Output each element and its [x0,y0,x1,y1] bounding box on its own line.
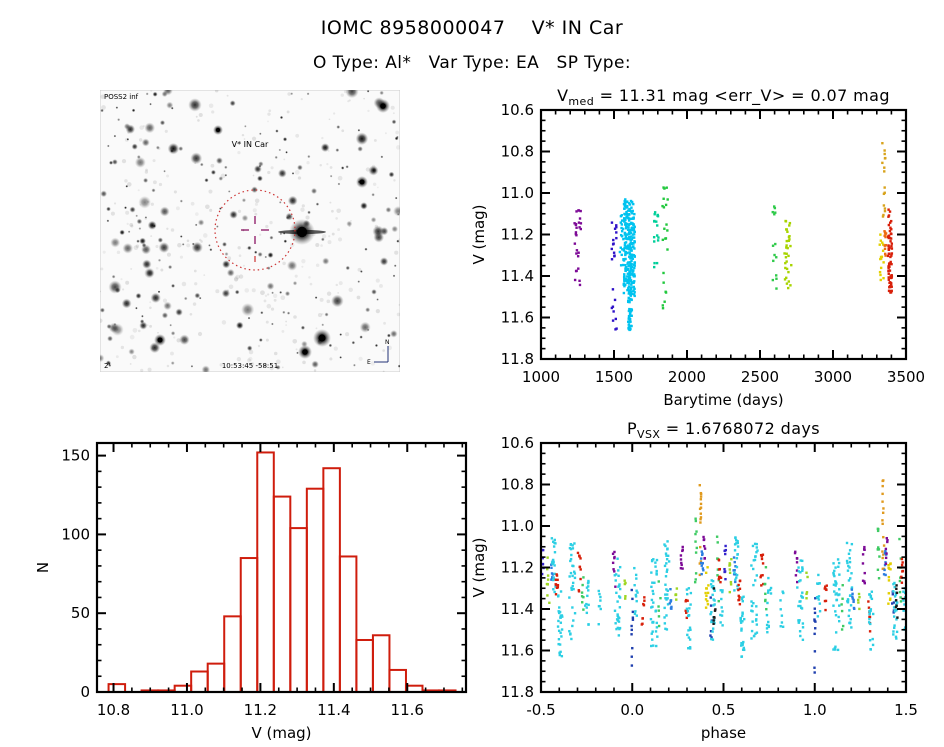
lightcurve-xlabel: Barytime (days) [663,391,783,409]
svg-text:1500: 1500 [595,368,633,386]
phase-ylabel: V (mag) [470,537,488,597]
svg-text:150: 150 [61,447,90,465]
svg-text:11.2: 11.2 [244,701,277,719]
svg-text:11.0: 11.0 [170,701,203,719]
svg-text:11.6: 11.6 [501,309,534,327]
histogram-bar [355,638,374,693]
page-subtitle: O Type: Al* Var Type: EA SP Type: [313,53,631,73]
svg-text:1.0: 1.0 [803,701,827,719]
scale-label: 2' [104,362,110,370]
lightcurve-axes: 1000 1500 2000 2500 3000 3500 10.6 10.8 11.0 11.2… [470,86,925,409]
svg-text:11.4: 11.4 [501,600,534,618]
svg-text:11.8: 11.8 [501,350,534,368]
svg-text:-0.5: -0.5 [526,701,555,719]
svg-text:11.2: 11.2 [501,559,534,577]
svg-text:11.6: 11.6 [501,642,534,660]
page-title: IOMC 8958000047 V* IN Car [320,17,624,39]
histogram-bar [256,451,275,693]
svg-text:11.8: 11.8 [501,683,534,701]
histogram-bar [371,634,391,693]
coordinates-label: 10:53:45 -58:51 [222,362,278,370]
svg-text:11.6: 11.6 [391,701,424,719]
diffraction-spike [278,229,326,235]
histogram-bar [322,467,341,693]
phase-data-points [541,479,906,674]
phase-folded-plot: -0.5 0.0 0.5 1.0 1.5 10.6 10.8 11.0 11.2 11.4 11.6… [470,419,918,742]
svg-text:11.0: 11.0 [501,517,534,535]
histogram-bar [289,527,308,693]
svg-text:0.0: 0.0 [620,701,644,719]
svg-text:3500: 3500 [887,368,925,386]
phase-title: PVSX = 1.6768072 days [627,419,820,441]
histogram-bar [272,495,292,693]
magnitude-histogram-plot: 10.8 11.0 11.2 11.4 11.6 0 50 100 150 V (mag) N [34,441,468,742]
svg-text:10.8: 10.8 [97,701,130,719]
svg-text:11.4: 11.4 [501,267,534,285]
svg-text:100: 100 [61,525,90,543]
svg-text:50: 50 [71,604,90,622]
histogram-bar [305,487,325,693]
svg-text:0.5: 0.5 [712,701,736,719]
svg-text:11.2: 11.2 [501,226,534,244]
svg-text:1.5: 1.5 [894,701,918,719]
target-crosshair [241,216,269,244]
histogram-ylabel: N [34,562,52,573]
phase-axes: -0.5 0.0 0.5 1.0 1.5 10.6 10.8 11.0 11.2 11.4 11.6… [470,419,918,742]
svg-text:11.4: 11.4 [317,701,350,719]
svg-text:1000: 1000 [522,368,560,386]
lightcurve-title: Vmed = 11.31 mag <err_V> = 0.07 mag [557,86,890,108]
phase-xlabel: phase [701,724,746,742]
histogram-plot-box [95,441,468,694]
lightcurve-data-points [573,141,894,332]
histogram-bar [239,557,259,693]
phase-plot-box [539,441,908,694]
svg-text:11.0: 11.0 [501,184,534,202]
histogram-bar [206,662,226,693]
finder-chart-image: V* IN Car POSS2 inf 10:53:45 -58:51 2' N E [100,90,400,372]
svg-text:3000: 3000 [814,368,852,386]
svg-text:10.6: 10.6 [501,434,534,452]
target-label: V* IN Car [232,140,269,149]
survey-label: POSS2 inf [104,93,139,101]
svg-text:N: N [385,339,390,346]
lightcurve-ylabel: V (mag) [470,204,488,264]
target-circle [214,189,296,271]
svg-text:10.8: 10.8 [501,476,534,494]
histogram-axes: 10.8 11.0 11.2 11.4 11.6 0 50 100 150 V (mag) N [34,441,468,742]
lightcurve-plot-box [539,108,908,361]
svg-text:10.8: 10.8 [501,143,534,161]
histogram-bar [223,615,242,693]
histogram-bars [107,451,457,694]
lightcurve-plot: 1000 1500 2000 2500 3000 3500 10.6 10.8 11.0 11.2… [470,86,925,409]
histogram-xlabel: V (mag) [251,724,311,742]
svg-text:10.6: 10.6 [501,101,534,119]
histogram-bar [388,668,407,693]
svg-text:E: E [367,359,371,366]
histogram-bar [107,683,127,693]
svg-text:0: 0 [80,683,90,701]
histogram-bar [338,555,358,693]
compass-icon [374,346,389,363]
svg-text:2000: 2000 [668,368,706,386]
svg-text:2500: 2500 [741,368,779,386]
